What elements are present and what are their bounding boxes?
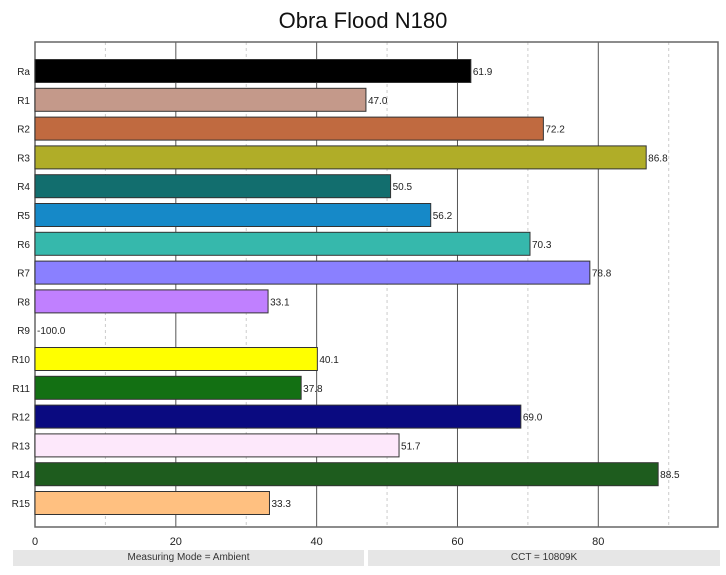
x-tick-label: 20 — [170, 536, 182, 548]
bar-r7 — [34, 260, 591, 285]
data-label: 69.0 — [523, 413, 543, 424]
x-tick-label: 60 — [451, 536, 463, 548]
bar-r8 — [34, 289, 269, 314]
data-label: 70.3 — [532, 240, 552, 251]
bar-ra — [34, 59, 472, 83]
category-label: R1 — [17, 96, 30, 107]
bar-r11 — [34, 375, 302, 400]
bar-r5 — [34, 203, 432, 227]
data-label: 50.5 — [393, 182, 413, 193]
data-label: 78.8 — [592, 269, 612, 280]
data-label: 33.3 — [271, 499, 291, 510]
category-label: R10 — [12, 355, 31, 366]
category-label: R12 — [12, 413, 31, 424]
measuring-mode-label: Measuring Mode = Ambient — [13, 550, 364, 566]
data-label: 51.7 — [401, 441, 421, 452]
data-label: 33.1 — [270, 297, 290, 308]
bar-r1 — [34, 87, 367, 112]
bar-r4 — [34, 174, 392, 199]
category-label: R14 — [12, 470, 31, 481]
data-label: 47.0 — [368, 96, 388, 107]
data-label: 40.1 — [319, 355, 339, 366]
category-label: R4 — [17, 182, 30, 193]
category-label: R9 — [17, 326, 30, 337]
category-label: R2 — [17, 125, 30, 136]
x-tick-label: 80 — [592, 536, 604, 548]
data-label: 86.8 — [648, 153, 668, 164]
category-label: R8 — [17, 297, 30, 308]
data-label: 61.9 — [473, 67, 493, 78]
x-tick-label: 0 — [32, 536, 38, 548]
category-label: Ra — [17, 67, 30, 78]
data-label: 72.2 — [545, 125, 565, 136]
bar-r12 — [34, 404, 522, 429]
category-label: R11 — [12, 384, 30, 395]
category-label: R15 — [12, 499, 31, 510]
cct-label: CCT = 10809K — [368, 550, 720, 566]
x-tick-label: 40 — [311, 536, 323, 548]
chart-title: Obra Flood N180 — [278, 8, 448, 33]
data-label: 88.5 — [660, 470, 680, 481]
category-label: R7 — [17, 269, 30, 280]
bar-r14 — [34, 462, 659, 487]
bar-r3 — [34, 145, 647, 170]
data-label: 37.8 — [303, 384, 323, 395]
data-label: 56.2 — [433, 211, 453, 222]
bar-r15 — [34, 491, 270, 515]
category-label: R3 — [17, 153, 30, 164]
category-label: R5 — [17, 211, 30, 222]
bar-r10 — [34, 347, 318, 371]
bar-r13 — [34, 433, 400, 458]
bar-r6 — [34, 231, 531, 256]
category-label: R6 — [17, 240, 30, 251]
bar-r2 — [34, 116, 544, 141]
category-label: R13 — [12, 441, 31, 452]
data-label: -100.0 — [37, 326, 66, 337]
